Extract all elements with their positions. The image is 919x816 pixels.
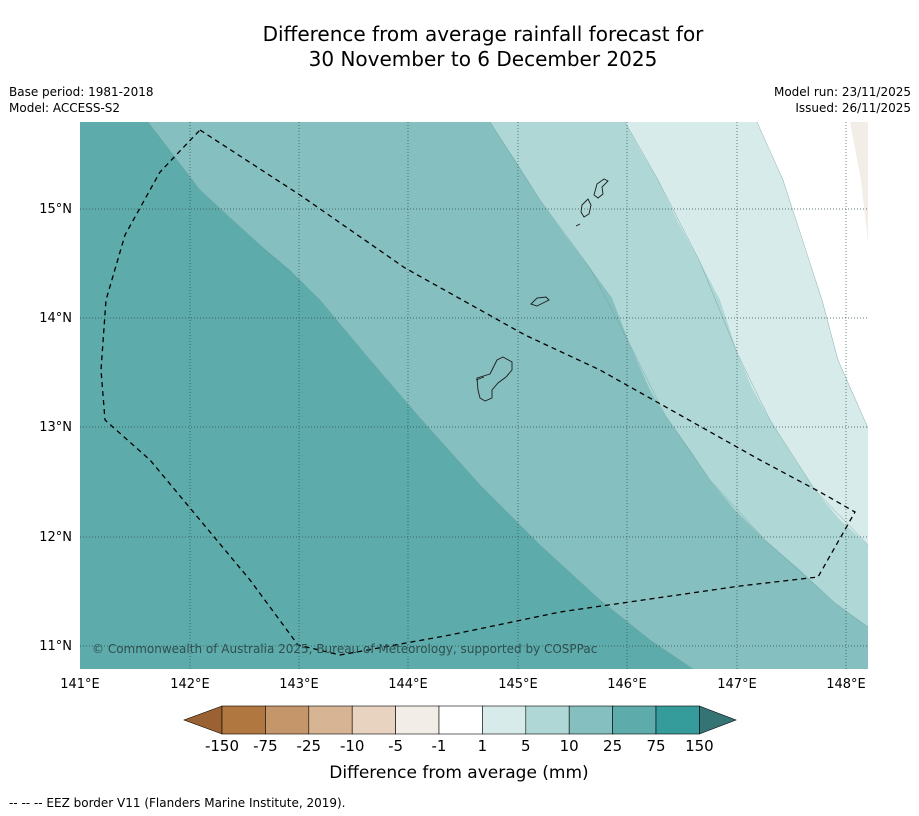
lat-tick-12: 12°N [39, 530, 72, 545]
lon-tick-143: 143°E [279, 677, 319, 692]
island-aguijan [575, 223, 581, 227]
colorbar-segment [308, 705, 353, 735]
meta-left: Base period: 1981-2018 Model: ACCESS-S2 [9, 84, 154, 116]
lon-tick-146: 146°E [607, 677, 647, 692]
model-run: Model run: 23/11/2025 [773, 85, 911, 99]
island-guam-cove [475, 376, 485, 381]
band-minus5-minus1 [850, 122, 868, 242]
colorbar-segment [612, 705, 657, 735]
colorbar-extend-low [183, 705, 223, 735]
colorbar [183, 705, 737, 735]
colorbar-segment [525, 705, 570, 735]
lon-tick-142: 142°E [170, 677, 210, 692]
colorbar-tick-label: 75 [646, 737, 665, 755]
island-saipan [593, 178, 609, 199]
eez-footnote: -- -- -- EEZ border V11 (Flanders Marine… [9, 796, 346, 810]
colorbar-segment [265, 705, 310, 735]
model-name: Model: ACCESS-S2 [9, 101, 121, 115]
colorbar-tick-label: 150 [685, 737, 714, 755]
colorbar-segment [438, 705, 483, 735]
colorbar-tick-label: 25 [603, 737, 622, 755]
colorbar-tick-label: -10 [340, 737, 365, 755]
lat-tick-11: 11°N [39, 639, 72, 654]
island-tinian [580, 198, 592, 218]
band-minus1-1 [757, 122, 868, 428]
title-line-1: Difference from average rainfall forecas… [262, 22, 704, 46]
colorbar-segment [351, 705, 396, 735]
colorbar-segment [221, 705, 266, 735]
colorbar-segment [482, 705, 527, 735]
lat-tick-13: 13°N [39, 420, 72, 435]
lon-tick-145: 145°E [498, 677, 538, 692]
colorbar-tick-label: 10 [560, 737, 579, 755]
chart-title: Difference from average rainfall forecas… [0, 22, 919, 72]
eez-border [100, 129, 856, 656]
colorbar-tick-label: 5 [521, 737, 531, 755]
colorbar-tick-label: -5 [388, 737, 403, 755]
island-rota [530, 296, 550, 307]
islands [475, 178, 609, 402]
colorbar-labels: -150 -75 -25 -10 -5 -1 1 5 10 25 75 150 [205, 737, 714, 755]
lon-tick-147: 147°E [717, 677, 757, 692]
colorbar-tick-label: 1 [478, 737, 488, 755]
colorbar-segment [655, 705, 700, 735]
colorbar-tick-label: -150 [205, 737, 239, 755]
lat-tick-15: 15°N [39, 202, 72, 217]
issued-date: Issued: 26/11/2025 [795, 101, 911, 115]
colorbar-tick-label: -1 [432, 737, 447, 755]
lon-tick-144: 144°E [388, 677, 428, 692]
lon-tick-labels: 141°E 142°E 143°E 144°E 145°E 146°E 147°… [60, 677, 866, 692]
gridlines [80, 122, 868, 669]
lon-tick-148: 148°E [826, 677, 866, 692]
colorbar-tick-label: -75 [253, 737, 278, 755]
rainfall-contours [80, 122, 868, 669]
title-line-2: 30 November to 6 December 2025 [308, 47, 658, 71]
copyright-text: © Commonwealth of Australia 2025, Bureau… [92, 642, 597, 656]
colorbar-segment [568, 705, 613, 735]
colorbar-extend-high [699, 705, 737, 735]
lat-tick-labels: 15°N 14°N 13°N 12°N 11°N [39, 202, 72, 654]
colorbar-tick-label: -25 [297, 737, 322, 755]
base-period: Base period: 1981-2018 [9, 85, 154, 99]
lat-tick-14: 14°N [39, 311, 72, 326]
colorbar-segment [395, 705, 440, 735]
island-guam [476, 356, 513, 402]
lon-tick-141: 141°E [60, 677, 100, 692]
colorbar-title: Difference from average (mm) [329, 763, 588, 783]
meta-right: Model run: 23/11/2025 Issued: 26/11/2025 [774, 84, 911, 116]
